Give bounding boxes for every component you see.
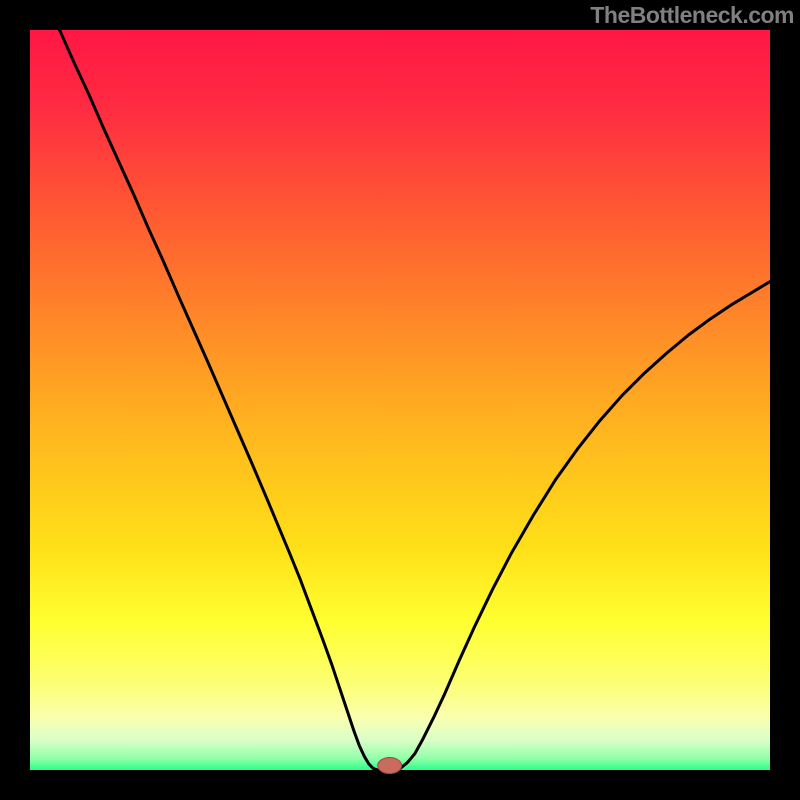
optimum-marker [378, 758, 402, 774]
chart-container: TheBottleneck.com [0, 0, 800, 800]
chart-gradient-background [30, 30, 770, 770]
attribution-label: TheBottleneck.com [590, 0, 800, 29]
bottleneck-chart-svg [0, 0, 800, 800]
